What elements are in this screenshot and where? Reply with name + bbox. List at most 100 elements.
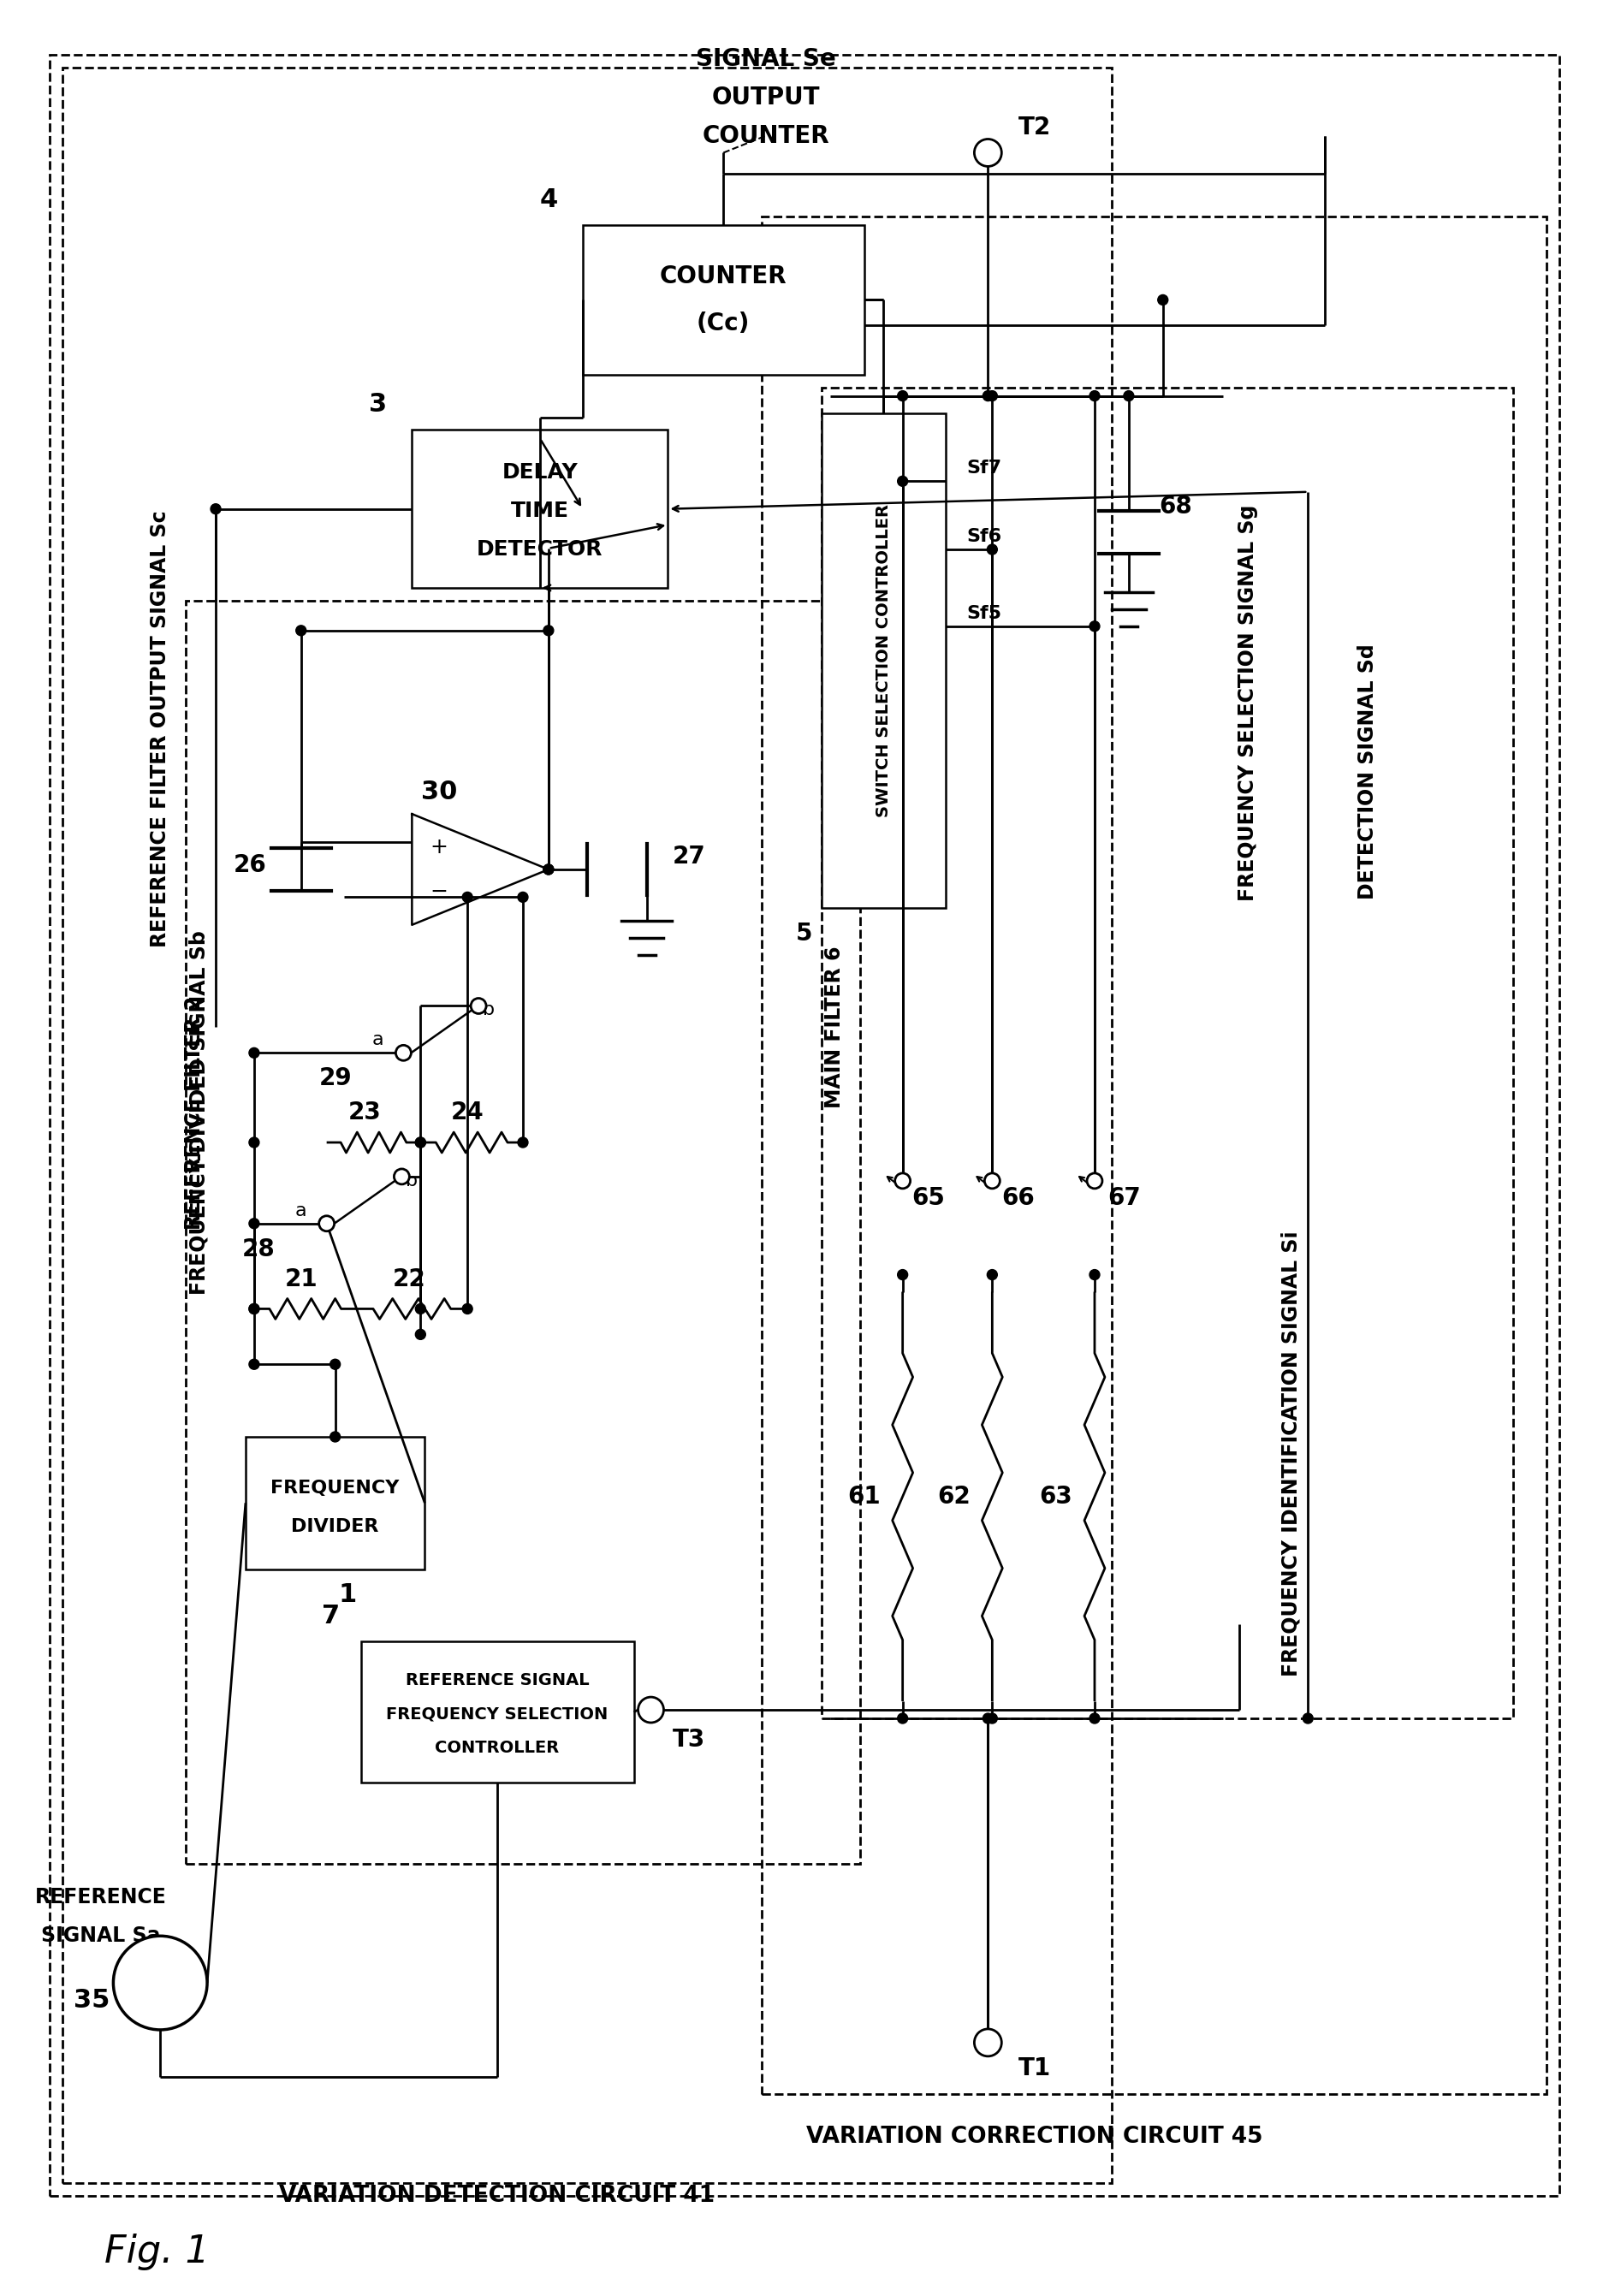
Text: 23: 23	[348, 1100, 382, 1125]
Text: 68: 68	[1159, 496, 1191, 519]
Text: DETECTION SIGNAL Sd: DETECTION SIGNAL Sd	[1356, 643, 1377, 900]
Text: 22: 22	[393, 1267, 426, 1290]
Circle shape	[894, 1173, 911, 1189]
Circle shape	[248, 1137, 260, 1148]
Text: Fig. 1: Fig. 1	[104, 2234, 210, 2271]
Text: 65: 65	[911, 1187, 944, 1210]
Text: 29: 29	[319, 1065, 351, 1091]
Text: 27: 27	[672, 845, 705, 868]
Text: 67: 67	[1108, 1187, 1140, 1210]
Text: 5: 5	[795, 921, 813, 946]
Bar	[186, 602, 859, 1864]
Text: Sf6: Sf6	[967, 528, 1002, 544]
Text: VARIATION CORRECTION CIRCUIT 45: VARIATION CORRECTION CIRCUIT 45	[806, 2126, 1263, 2147]
Text: a: a	[295, 1203, 306, 1219]
Text: (Cc): (Cc)	[696, 312, 750, 335]
Text: 35: 35	[74, 1988, 111, 2011]
Text: b: b	[406, 1173, 418, 1189]
Text: REFERENCE FILTER OUTPUT SIGNAL Sc: REFERENCE FILTER OUTPUT SIGNAL Sc	[151, 510, 170, 948]
Circle shape	[543, 863, 553, 875]
Text: 66: 66	[1000, 1187, 1034, 1210]
Text: CONTROLLER: CONTROLLER	[434, 1740, 559, 1756]
Text: a: a	[372, 1031, 383, 1049]
Circle shape	[415, 1137, 425, 1148]
Circle shape	[394, 1169, 409, 1185]
Text: FREQUENCY SELECTION: FREQUENCY SELECTION	[386, 1706, 608, 1722]
Text: T1: T1	[1018, 2057, 1050, 2080]
Circle shape	[1157, 294, 1167, 305]
Text: T2: T2	[1018, 115, 1050, 140]
Text: b: b	[483, 1001, 495, 1019]
Text: MAIN FILTER 6: MAIN FILTER 6	[824, 946, 845, 1109]
Text: SIGNAL Se: SIGNAL Se	[696, 46, 835, 71]
Text: 21: 21	[284, 1267, 317, 1290]
Text: Sf7: Sf7	[967, 459, 1002, 478]
Circle shape	[319, 1217, 333, 1231]
Circle shape	[396, 1045, 410, 1061]
Circle shape	[898, 1270, 907, 1279]
Circle shape	[415, 1137, 425, 1148]
Circle shape	[248, 1304, 260, 1313]
Text: DIVIDER: DIVIDER	[292, 1518, 378, 1536]
Text: 7: 7	[322, 1603, 340, 1628]
Circle shape	[898, 475, 907, 487]
Text: REFERENCE: REFERENCE	[35, 1887, 167, 1908]
Text: T3: T3	[673, 1727, 705, 1752]
Bar	[245, 1437, 425, 1568]
Circle shape	[973, 2030, 1000, 2057]
Circle shape	[898, 390, 907, 402]
Circle shape	[986, 544, 997, 556]
Circle shape	[638, 1697, 664, 1722]
Circle shape	[248, 1304, 260, 1313]
Circle shape	[898, 1713, 907, 1724]
Circle shape	[114, 1936, 207, 2030]
Text: 30: 30	[422, 778, 457, 804]
Text: FREQUENCY SELECTION SIGNAL Sg: FREQUENCY SELECTION SIGNAL Sg	[1238, 505, 1258, 902]
Circle shape	[330, 1433, 340, 1442]
Circle shape	[986, 390, 997, 402]
Circle shape	[248, 1359, 260, 1368]
Circle shape	[986, 1713, 997, 1724]
Circle shape	[415, 1304, 425, 1313]
Circle shape	[462, 1304, 473, 1313]
Circle shape	[462, 893, 473, 902]
Circle shape	[973, 140, 1000, 165]
Text: VARIATION DETECTION CIRCUIT 41: VARIATION DETECTION CIRCUIT 41	[279, 2186, 715, 2206]
Circle shape	[983, 1713, 992, 1724]
Text: REFERENCE FILTER 2: REFERENCE FILTER 2	[184, 996, 205, 1228]
Circle shape	[415, 1329, 425, 1339]
Bar	[821, 413, 944, 907]
Circle shape	[986, 1270, 997, 1279]
Text: SIGNAL Sa: SIGNAL Sa	[40, 1926, 160, 1947]
Circle shape	[543, 863, 553, 875]
Text: REFERENCE SIGNAL: REFERENCE SIGNAL	[406, 1671, 588, 1688]
Text: +: +	[430, 838, 447, 856]
Text: 63: 63	[1039, 1486, 1072, 1508]
Circle shape	[983, 390, 992, 402]
Text: FREQUENCY IDENTIFICATION SIGNAL Si: FREQUENCY IDENTIFICATION SIGNAL Si	[1279, 1231, 1300, 1676]
Circle shape	[1088, 1270, 1100, 1279]
Text: 1: 1	[338, 1582, 357, 1607]
Text: COUNTER: COUNTER	[659, 264, 787, 289]
Circle shape	[330, 1359, 340, 1368]
Circle shape	[984, 1173, 999, 1189]
Text: FREQUENCY-DIVIDED SIGNAL Sb: FREQUENCY-DIVIDED SIGNAL Sb	[188, 930, 208, 1295]
Circle shape	[518, 893, 527, 902]
Text: 3: 3	[369, 393, 386, 418]
Circle shape	[1302, 1713, 1313, 1724]
Text: COUNTER: COUNTER	[702, 124, 829, 147]
Text: OUTPUT: OUTPUT	[712, 85, 819, 110]
Circle shape	[1088, 1713, 1100, 1724]
Text: TIME: TIME	[511, 501, 569, 521]
Circle shape	[248, 1219, 260, 1228]
Text: FREQUENCY: FREQUENCY	[271, 1479, 399, 1497]
Bar	[63, 67, 1111, 2183]
Text: 62: 62	[936, 1486, 970, 1508]
Bar	[582, 225, 864, 374]
Bar	[821, 388, 1512, 1717]
Circle shape	[210, 503, 221, 514]
Circle shape	[1087, 1173, 1101, 1189]
Text: 24: 24	[450, 1100, 484, 1125]
Circle shape	[297, 625, 306, 636]
Text: DETECTOR: DETECTOR	[476, 540, 603, 560]
